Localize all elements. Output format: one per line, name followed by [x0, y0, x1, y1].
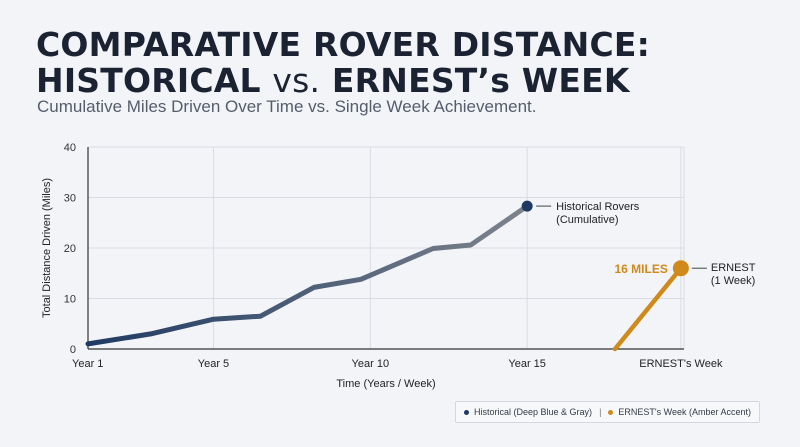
legend-separator: | — [599, 407, 602, 417]
labels-layer: 0 10 20 30 40 Year 1 Year 5 Year 10 Year 15 ERNES… — [41, 142, 756, 390]
x-tick-label: Year 10 — [352, 358, 390, 370]
legend-ernest-label: ERNEST's Week (Amber Accent) — [618, 407, 751, 417]
legend-historical-label: Historical (Deep Blue & Gray) — [474, 407, 593, 417]
y-tick-label: 20 — [64, 243, 76, 255]
axes — [87, 146, 685, 350]
title-historical: HISTORICAL — [36, 61, 261, 100]
y-tick-label: 30 — [64, 193, 76, 205]
historical-annotation-line1: Historical Rovers — [556, 201, 640, 213]
historical-annotation-line2: (Cumulative) — [556, 214, 618, 226]
chart-subtitle: Cumulative Miles Driven Over Time vs. Si… — [37, 97, 537, 116]
historical-end-point — [521, 200, 533, 212]
y-tick-label: 10 — [64, 294, 76, 306]
ernest-annotation-line1: ERNEST — [711, 262, 756, 274]
x-tick-label: Year 5 — [198, 358, 229, 370]
historical-series-line — [85, 203, 530, 347]
ernest-value-label: 16 MILES — [615, 262, 668, 276]
ernest-series-line — [612, 265, 684, 352]
title-line-1: COMPARATIVE ROVER DISTANCE: — [36, 25, 651, 64]
x-tick-label: Year 1 — [72, 358, 103, 370]
legend-ernest-dot — [608, 409, 614, 415]
x-tick-label: ERNEST's Week — [639, 358, 723, 370]
legend: Historical (Deep Blue & Gray) | ERNEST's… — [455, 401, 760, 423]
series-layer — [85, 200, 689, 352]
grid-lines — [88, 146, 684, 349]
y-tick-label: 0 — [70, 344, 76, 356]
title-ernest: ERNEST’s WEEK — [331, 61, 630, 100]
legend-historical-dot — [464, 409, 470, 415]
y-tick-label: 40 — [64, 142, 76, 154]
y-axis-title: Total Distance Driven (Miles) — [41, 178, 53, 318]
ernest-end-point — [672, 260, 689, 277]
title-line-2: HISTORICAL vs. ERNEST’s WEEK — [36, 63, 650, 99]
ernest-annotation-line2: (1 Week) — [711, 275, 755, 287]
x-axis-title: Time (Years / Week) — [336, 378, 435, 390]
title-vs: vs. — [272, 61, 321, 100]
chart-title: COMPARATIVE ROVER DISTANCE: HISTORICAL v… — [36, 27, 650, 99]
x-tick-label: Year 15 — [508, 358, 546, 370]
